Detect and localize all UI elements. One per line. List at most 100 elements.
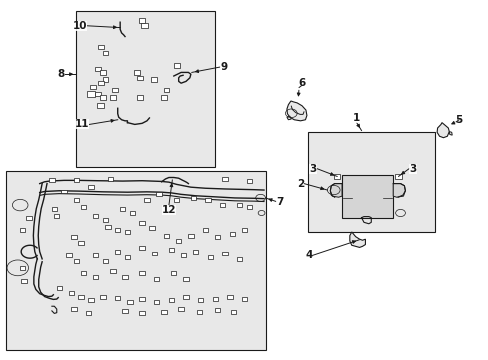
Text: 1: 1 xyxy=(352,113,360,123)
Bar xyxy=(134,70,140,75)
Bar xyxy=(88,185,93,189)
Bar xyxy=(124,230,130,234)
Bar xyxy=(66,253,72,257)
Bar xyxy=(100,70,106,75)
Bar xyxy=(71,235,76,239)
Text: 10: 10 xyxy=(73,21,87,31)
Bar xyxy=(139,221,144,225)
Bar xyxy=(183,294,188,298)
Bar xyxy=(54,214,60,218)
Bar xyxy=(88,298,93,302)
Bar xyxy=(154,300,159,304)
Text: 11: 11 xyxy=(75,120,89,129)
Bar xyxy=(105,225,110,229)
Bar xyxy=(151,252,157,256)
Bar xyxy=(5,171,266,350)
Bar xyxy=(207,255,213,259)
Bar xyxy=(49,178,55,182)
Polygon shape xyxy=(286,116,291,120)
Bar xyxy=(181,253,186,257)
Bar xyxy=(137,95,142,100)
Text: 8: 8 xyxy=(58,69,65,79)
Bar xyxy=(246,205,251,209)
Polygon shape xyxy=(392,184,405,197)
Text: 9: 9 xyxy=(220,62,227,72)
Text: 3: 3 xyxy=(408,163,416,174)
Bar xyxy=(161,95,166,100)
Bar xyxy=(227,294,232,298)
Bar xyxy=(222,252,227,256)
Bar xyxy=(87,91,95,97)
Bar xyxy=(98,81,103,85)
Bar xyxy=(21,279,27,283)
Bar xyxy=(220,203,225,207)
Bar xyxy=(97,103,104,108)
Bar xyxy=(102,218,108,222)
Bar xyxy=(173,198,179,202)
Bar xyxy=(139,18,145,23)
Bar xyxy=(110,95,116,100)
Bar xyxy=(190,196,196,200)
Bar xyxy=(139,297,144,301)
Bar xyxy=(52,207,57,211)
Bar xyxy=(174,63,180,68)
Bar xyxy=(154,276,159,280)
Bar xyxy=(139,246,144,250)
Bar xyxy=(139,271,144,275)
Bar xyxy=(115,250,120,254)
Polygon shape xyxy=(330,184,341,197)
Bar xyxy=(78,241,83,245)
Bar xyxy=(85,311,91,315)
Bar xyxy=(73,198,79,202)
Bar xyxy=(20,266,25,270)
Polygon shape xyxy=(448,132,451,135)
Bar xyxy=(95,67,101,71)
Bar xyxy=(102,259,108,263)
Bar xyxy=(122,275,127,279)
Bar xyxy=(76,12,215,167)
Bar xyxy=(307,132,434,232)
Bar xyxy=(120,207,125,211)
Bar xyxy=(222,177,227,181)
Text: 5: 5 xyxy=(454,115,462,125)
Bar xyxy=(149,226,154,230)
Text: 3: 3 xyxy=(309,163,316,174)
Bar xyxy=(73,178,79,182)
Bar xyxy=(205,198,210,202)
Bar xyxy=(212,297,218,301)
Bar xyxy=(90,85,96,89)
Bar xyxy=(112,88,118,93)
Bar xyxy=(78,294,83,298)
Bar xyxy=(198,298,203,302)
Bar xyxy=(93,253,98,257)
Bar xyxy=(178,307,183,311)
Bar xyxy=(151,77,157,82)
Bar xyxy=(139,311,144,315)
Bar xyxy=(161,310,166,314)
Bar xyxy=(246,179,251,183)
Bar xyxy=(163,234,169,238)
Polygon shape xyxy=(349,232,365,247)
Bar xyxy=(100,95,106,100)
Bar xyxy=(129,211,135,215)
Bar xyxy=(73,259,79,263)
Bar xyxy=(127,300,132,304)
Bar xyxy=(124,255,130,259)
Bar xyxy=(163,88,169,93)
Bar xyxy=(341,175,392,218)
Bar xyxy=(193,250,198,254)
Bar xyxy=(183,276,188,280)
Bar xyxy=(168,298,174,302)
Bar xyxy=(98,45,103,49)
Bar xyxy=(203,228,208,232)
Bar xyxy=(57,285,62,289)
Bar xyxy=(171,271,176,275)
Bar xyxy=(242,297,246,301)
Bar xyxy=(81,205,86,209)
Bar xyxy=(100,294,105,298)
Text: 6: 6 xyxy=(297,78,305,88)
Text: 2: 2 xyxy=(296,179,304,189)
Bar xyxy=(115,228,120,232)
Bar xyxy=(231,310,236,314)
Bar xyxy=(93,275,98,279)
